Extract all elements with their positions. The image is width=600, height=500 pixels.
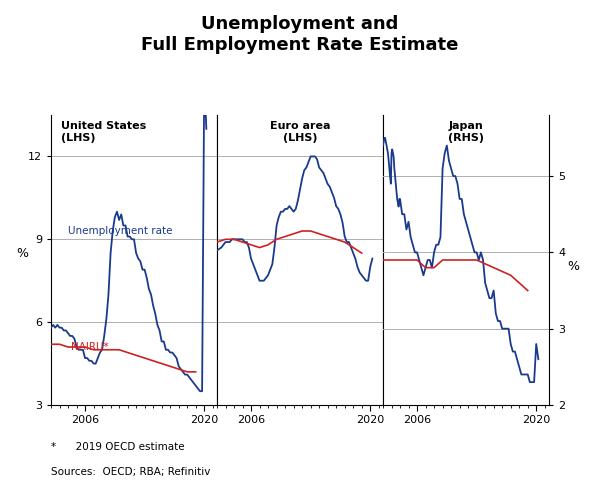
Text: Euro area
(LHS): Euro area (LHS) [270, 121, 330, 143]
Text: Unemployment rate: Unemployment rate [68, 226, 172, 236]
Text: NAIRU*: NAIRU* [71, 342, 109, 352]
Text: Japan
(RHS): Japan (RHS) [448, 121, 484, 143]
Y-axis label: %: % [16, 247, 28, 260]
Y-axis label: %: % [568, 260, 580, 273]
Text: *      2019 OECD estimate: * 2019 OECD estimate [51, 442, 185, 452]
Text: Unemployment and
Full Employment Rate Estimate: Unemployment and Full Employment Rate Es… [142, 15, 458, 54]
Text: United States
(LHS): United States (LHS) [61, 121, 146, 143]
Text: Sources:  OECD; RBA; Refinitiv: Sources: OECD; RBA; Refinitiv [51, 468, 211, 477]
